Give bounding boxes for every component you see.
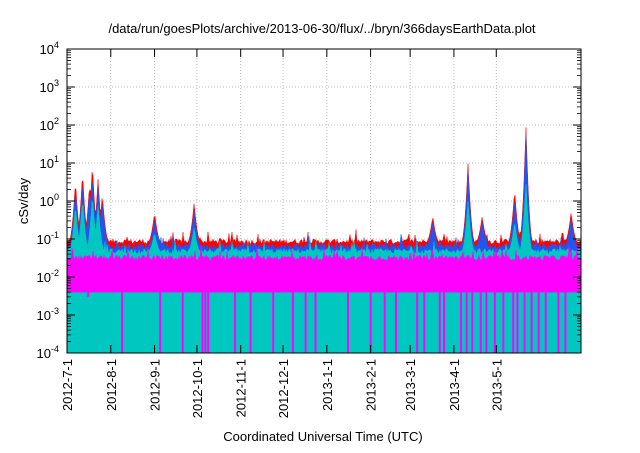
chart-title: /data/run/goesPlots/archive/2013-06-30/f… [108,21,535,36]
y-tick-labels: 10-4 10-3 10-2 10-1 100 101 102 103 104 [37,40,59,361]
y-tick-label: 100 [40,192,59,209]
x-tick-label: 2012-12-1 [276,359,291,418]
y-tick-label: 10-2 [37,268,59,285]
y-tick-label: 104 [40,40,59,57]
x-tick-label: 2013-1-1 [320,359,335,411]
x-tick-label: 2013-3-1 [403,359,418,411]
y-tick-label: 10-1 [37,230,59,247]
x-axis-label: Coordinated Universal Time (UTC) [223,429,422,444]
y-axis-label: cSv/day [16,177,31,224]
x-tick-label: 2013-2-1 [364,359,379,411]
x-tick-label: 2012-8-1 [104,359,119,411]
x-tick-label: 2012-10-1 [190,359,205,418]
y-tick-label: 10-3 [37,306,59,323]
series-area [66,245,582,293]
x-tick-label: 2013-4-1 [447,359,462,411]
series-layer [66,127,582,354]
y-tick-label: 101 [40,154,59,171]
x-tick-labels: 2012-7-1 2012-8-1 2012-9-1 2012-10-1 2012-11… [60,359,504,418]
y-tick-label: 10-4 [37,344,59,361]
x-tick-label: 2012-9-1 [148,359,163,411]
y-tick-label: 102 [40,116,59,133]
x-tick-label: 2012-7-1 [60,359,75,411]
x-tick-label: 2013-5-1 [489,359,504,411]
y-tick-label: 103 [40,78,59,95]
tick-marks [66,48,581,354]
x-tick-label: 2012-11-1 [234,359,249,417]
